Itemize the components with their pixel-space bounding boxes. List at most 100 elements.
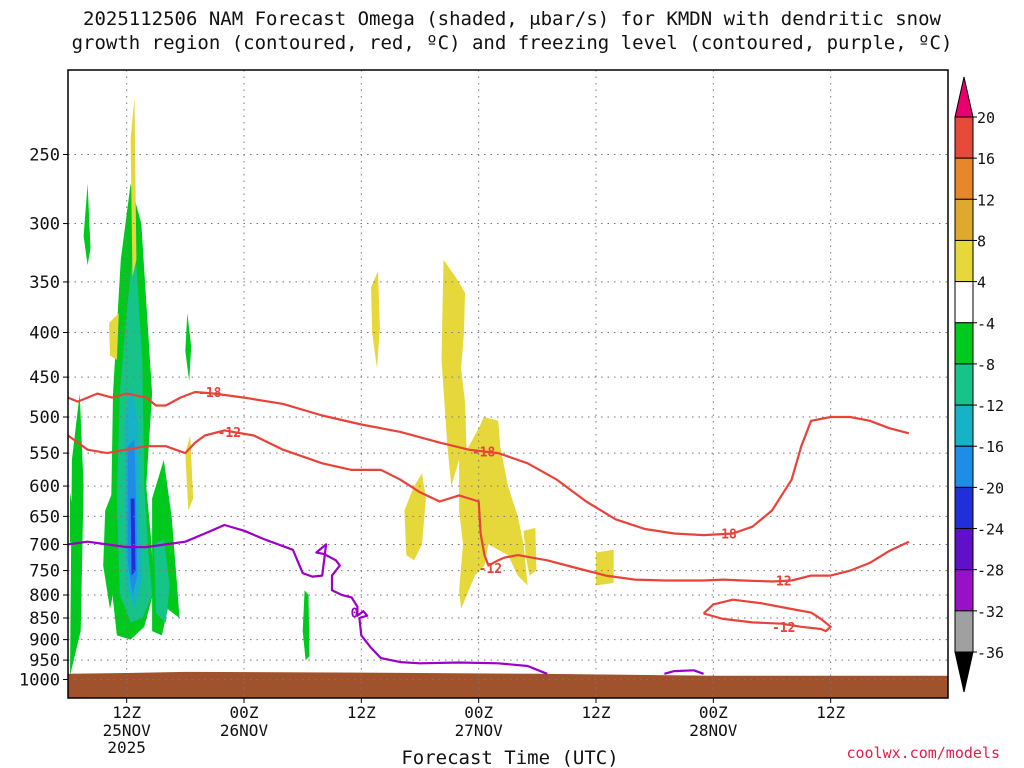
x-tick-label-3: 00Z <box>464 703 493 722</box>
y-tick-label-7: 600 <box>29 477 60 497</box>
omega-shaded-region-19 <box>404 473 426 561</box>
colorbar-segment-6 <box>954 363 974 406</box>
y-tick-label-1: 300 <box>29 215 60 235</box>
x-tick-date-0: 25NOV <box>103 721 152 740</box>
omega-shaded-region-17 <box>441 259 467 487</box>
credit-text: coolwx.com/models <box>846 744 1000 762</box>
contour-label-5: -12 <box>768 575 791 590</box>
colorbar-label-12: -32 <box>977 603 1004 621</box>
contour-line-2 <box>702 598 832 633</box>
colorbar-label-8: -16 <box>977 438 1004 456</box>
contour-label-1: -12 <box>218 426 241 441</box>
y-tick-label-3: 400 <box>29 324 60 344</box>
chart-title-line-2: growth region (contoured, red, ºC) and f… <box>71 32 953 54</box>
plot-area <box>68 70 948 698</box>
colorbar-label-0: 20 <box>977 109 995 127</box>
colorbar-segment-11 <box>954 569 974 612</box>
omega-shaded-region-1 <box>83 183 91 266</box>
colorbar-label-5: -4 <box>977 315 995 333</box>
contour-line-4 <box>664 669 704 675</box>
y-tick-label-9: 700 <box>29 535 60 555</box>
y-tick-label-10: 750 <box>29 562 60 582</box>
y-tick-label-6: 550 <box>29 444 60 464</box>
contour-line-0 <box>67 390 910 537</box>
contour-label-text-3: -12 <box>479 562 502 577</box>
omega-shaded-region-12 <box>130 498 136 576</box>
contour-line-3 <box>67 523 548 675</box>
contour-label-4: -18 <box>713 527 737 542</box>
contour-line-1 <box>67 429 910 583</box>
colorbar-label-4: 4 <box>977 274 986 292</box>
x-tick-label-2: 12Z <box>347 703 376 722</box>
chart-title-line-1: 2025112506 NAM Forecast Omega (shaded, μ… <box>83 8 941 30</box>
omega-shaded-region-18 <box>459 417 528 609</box>
y-tick-label-8: 650 <box>29 507 60 527</box>
contour-label-text-5: -12 <box>768 575 791 590</box>
x-tick-date-1: 26NOV <box>220 721 269 740</box>
contour-lines: -18 -12 -18 -12 -18 -12 -12 0 <box>67 386 910 675</box>
colorbar-top-arrow <box>954 76 974 118</box>
contour-label-text-2: -18 <box>472 446 496 461</box>
omega-shaded-region-5 <box>185 313 192 382</box>
colorbar-segment-10 <box>954 528 974 571</box>
plot-background <box>68 70 948 698</box>
x-tick-label-6: 12Z <box>816 703 845 722</box>
omega-shaded-region-13 <box>130 97 137 277</box>
omega-shaded-region-16 <box>371 271 380 369</box>
x-tick-year-0: 2025 <box>107 738 146 757</box>
contour-label-text-4: -18 <box>713 527 737 542</box>
colorbar-segment-1 <box>954 157 974 200</box>
omega-shaded-region-21 <box>596 549 614 586</box>
colorbar-label-1: 16 <box>977 150 995 168</box>
colorbar-label-6: -8 <box>977 356 995 374</box>
colorbar-label-2: 12 <box>977 191 995 209</box>
x-tick-date-3: 27NOV <box>455 721 504 740</box>
colorbar: 20 16 12 8 4 -4 -8 -12 -16 -20 -24 -28 -32 -36 <box>954 76 1004 693</box>
x-tick-label-5: 00Z <box>699 703 728 722</box>
omega-shaded-region-7 <box>70 492 73 545</box>
omega-shaded-region-15 <box>185 435 194 511</box>
y-tick-label-13: 900 <box>29 631 60 651</box>
colorbar-segment-5 <box>954 322 974 365</box>
x-axis-label: Forecast Time (UTC) <box>401 747 618 768</box>
x-tick-label-0: 12Z <box>112 703 141 722</box>
colorbar-segment-3 <box>954 239 974 283</box>
omega-shaded-region-6 <box>302 590 310 661</box>
omega-shaded-region-9 <box>154 539 170 623</box>
axes: 2503003504004505005506006507007508008509… <box>19 69 949 757</box>
contour-label-text-7: 0 <box>351 607 359 622</box>
omega-shaded-region-20 <box>523 527 537 576</box>
colorbar-label-9: -20 <box>977 479 1004 497</box>
contour-label-text-1: -12 <box>218 426 241 441</box>
y-tick-label-5: 500 <box>29 408 60 428</box>
colorbar-segment-0 <box>954 116 974 159</box>
contour-label-3: -12 <box>479 562 502 577</box>
y-tick-label-15: 1000 <box>19 671 60 691</box>
contour-label-text-6: -12 <box>772 621 795 636</box>
y-tick-label-0: 250 <box>29 146 60 166</box>
x-tick-date-5: 28NOV <box>689 721 738 740</box>
contour-label-6: -12 <box>772 621 795 636</box>
x-tick-label-1: 00Z <box>230 703 259 722</box>
x-tick-label-4: 12Z <box>582 703 611 722</box>
y-tick-label-2: 350 <box>29 273 60 293</box>
colorbar-label-13: -36 <box>977 644 1004 662</box>
colorbar-label-7: -12 <box>977 397 1004 415</box>
colorbar-segment-7 <box>954 404 974 447</box>
colorbar-segment-8 <box>954 445 974 488</box>
contour-label-0: -18 <box>198 386 222 401</box>
y-tick-label-12: 850 <box>29 609 60 629</box>
colorbar-segment-9 <box>954 486 974 530</box>
colorbar-label-10: -24 <box>977 521 1004 539</box>
terrain-ground <box>68 671 948 698</box>
grid-lines <box>68 70 948 698</box>
omega-shaded-region-14 <box>109 313 119 360</box>
y-tick-label-14: 950 <box>29 651 60 671</box>
colorbar-label-11: -28 <box>977 562 1004 580</box>
colorbar-segment-4 <box>954 281 974 324</box>
plot-frame <box>67 69 949 699</box>
colorbar-label-3: 8 <box>977 232 986 250</box>
omega-shaded-region-0 <box>70 393 84 676</box>
contour-label-2: -18 <box>472 446 496 461</box>
